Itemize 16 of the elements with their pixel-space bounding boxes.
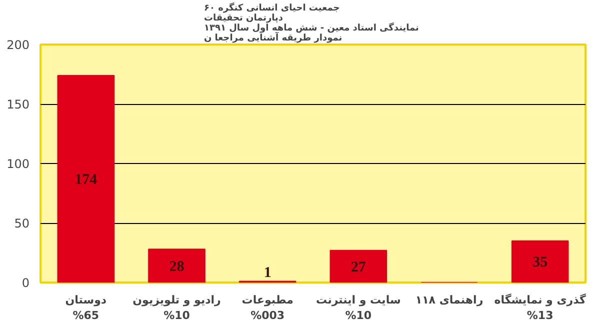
data-label: 174	[74, 172, 98, 188]
y-tick-label: 150	[6, 98, 30, 112]
data-label: 27	[350, 259, 366, 276]
data-label: 28	[169, 258, 184, 275]
chart-title: جمعیت احیای انسانی کنگره ۶۰ دپارتمان تحقیقات نمایندگی استاد معین - شش ماهه اول سال ۱۳۹۱ نمودار طریقه آشنایی مراجعا ن	[204, 2, 419, 44]
y-tick-label: 200	[6, 38, 30, 52]
y-tick-label: 100	[6, 157, 30, 171]
y-tick-label: 50	[14, 216, 30, 230]
bar	[148, 248, 206, 282]
data-label: 35	[532, 254, 548, 271]
data-label: 1	[264, 264, 272, 281]
bar	[511, 240, 569, 282]
bar	[57, 74, 115, 282]
y-tick-label: 0	[22, 276, 30, 290]
bar	[330, 250, 388, 282]
x-tick-label: راهنمای ۱۱۸	[415, 294, 484, 306]
